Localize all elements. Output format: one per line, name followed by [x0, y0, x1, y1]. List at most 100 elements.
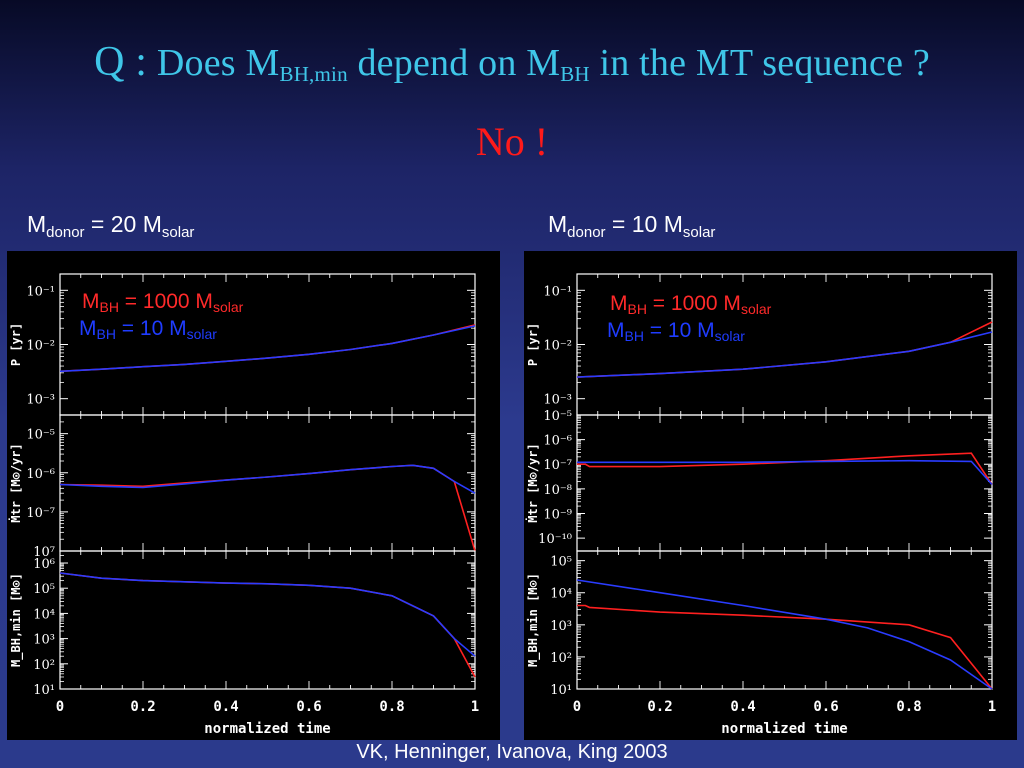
y-tick-label: 10⁻⁵ [543, 409, 572, 424]
title-part-1: Does M [156, 42, 280, 84]
label-mid: = 20 M [84, 211, 162, 237]
slide-title: Q : Does MBH,min depend on MBH in the MT… [0, 38, 1024, 87]
y-tick-label: 10⁻¹ [26, 284, 55, 299]
x-axis-label: normalized time [204, 721, 330, 737]
y-tick-label: 10⁻⁵ [26, 428, 55, 443]
x-tick-label: 1 [988, 699, 996, 715]
y-axis-label: Ṁtr [M⊙/yr] [525, 443, 540, 522]
x-tick-label: 1 [471, 699, 479, 715]
y-axis-label: M_BH,min [M⊙] [526, 573, 541, 667]
y-tick-label: 10² [33, 658, 55, 673]
left-chart-panel: 10⁻¹ 10⁻² 10⁻³ P [yr] 10⁻⁵ 10⁻⁶ 10⁻⁷ 10⁷ Ṁtr [M⊙… [7, 251, 500, 740]
x-tick-label: 0 [56, 699, 64, 715]
subplot-frame [576, 550, 993, 690]
title-sub-1: BH,min [279, 62, 348, 86]
legend-sub: BH [99, 299, 119, 315]
y-tick-label: 10⁻³ [543, 393, 572, 408]
legend-sub: BH [627, 301, 647, 317]
right-legend-red: MBH = 1000 Msolar [610, 292, 771, 317]
y-tick-label: 10⁶ [33, 557, 55, 572]
y-tick-label: 10³ [33, 633, 55, 648]
y-tick-label: 10⁻² [543, 339, 572, 354]
title-sub-2: BH [560, 62, 590, 86]
x-tick-label: 0.4 [213, 699, 238, 715]
subplot-frame [59, 414, 476, 552]
y-tick-label: 10⁻⁹ [543, 507, 572, 522]
right-panel-label: Mdonor = 10 Msolar [548, 211, 715, 241]
legend-unit: solar [212, 299, 244, 315]
legend-sub: BH [96, 326, 116, 342]
y-axis-label: P [yr] [526, 323, 540, 366]
x-tick-label: 0.2 [647, 699, 672, 715]
x-tick-label: 0.6 [813, 699, 838, 715]
y-tick-label: 10⁻³ [26, 393, 55, 408]
left-chart-svg: 10⁻¹ 10⁻² 10⁻³ P [yr] 10⁻⁵ 10⁻⁶ 10⁻⁷ 10⁷ Ṁtr [M⊙… [8, 273, 479, 737]
legend-sub: BH [624, 328, 644, 344]
blue-series-line [59, 325, 476, 373]
y-tick-label: 10⁴ [550, 587, 572, 602]
legend-val: = 10 M [115, 317, 187, 340]
blue-series-line [576, 331, 993, 378]
y-tick-label: 10³ [550, 619, 572, 634]
legend-m: M [610, 292, 628, 315]
legend-val: = 1000 M [646, 292, 741, 315]
y-tick-label: 10⁻⁷ [543, 458, 572, 473]
right-chart-panel: 10⁻¹ 10⁻² 10⁻³ P [yr] 10⁻⁵ 10⁻⁶ 10⁻⁷ 10⁻⁸ 10⁻⁹ 10… [524, 251, 1017, 740]
label-sub: donor [46, 224, 85, 241]
answer-text: No ! [475, 119, 549, 164]
legend-m: M [607, 319, 625, 342]
y-tick-label: 10⁻⁶ [543, 434, 572, 449]
x-tick-label: 0.4 [730, 699, 755, 715]
legend-val: = 10 M [643, 319, 715, 342]
legend-m: M [79, 317, 97, 340]
red-series-line [577, 604, 993, 690]
legend-m: M [82, 290, 100, 313]
credit-text: VK, Henninger, Ivanova, King 2003 [356, 741, 668, 763]
legend-unit: solar [186, 326, 217, 342]
y-tick-label: 10⁵ [33, 582, 55, 597]
left-panel-label: Mdonor = 20 Msolar [27, 211, 194, 241]
red-series-line [59, 572, 476, 678]
y-axis-label: Ṁtr [M⊙/yr] [8, 443, 23, 522]
y-tick-label: 10⁻⁷ [26, 506, 55, 521]
title-part-3: in the MT sequence ? [589, 42, 930, 84]
right-chart-svg: 10⁻¹10⁻²10⁻³P [yr]10⁻⁵10⁻⁶10⁻⁷10⁻⁸10⁻⁹10… [525, 273, 996, 737]
red-series-line [577, 452, 993, 485]
y-tick-label: 10⁻² [26, 339, 55, 354]
label-m: M [548, 211, 568, 237]
y-axis-label: M_BH,min [M⊙] [9, 573, 24, 667]
label-sub: donor [567, 224, 606, 241]
subplot-frame [59, 550, 476, 690]
y-tick-label: 10¹ [33, 683, 55, 698]
y-tick-label: 10⁻⁸ [543, 483, 572, 498]
legend-val: = 1000 M [118, 290, 213, 313]
x-tick-label: 0 [573, 699, 581, 715]
right-legend-blue: MBH = 10 Msolar [607, 319, 745, 344]
label-sub2: solar [161, 224, 195, 241]
label-mid: = 10 M [605, 211, 683, 237]
y-tick-label: 10¹ [550, 683, 572, 698]
y-tick-label: 10⁷ [33, 545, 55, 560]
y-tick-label: 10⁴ [33, 607, 55, 622]
title-part-2: depend on M [347, 42, 561, 84]
blue-series-line [577, 459, 993, 486]
x-tick-label: 0.6 [296, 699, 321, 715]
x-tick-label: 0.2 [130, 699, 155, 715]
left-legend-red: MBH = 1000 Msolar [82, 290, 243, 315]
y-tick-label: 10⁵ [550, 555, 572, 570]
x-tick-label: 0.8 [379, 699, 404, 715]
y-tick-label: 10⁻⁶ [26, 467, 55, 482]
label-sub2: solar [682, 224, 716, 241]
y-tick-label: 10⁻¹ [543, 284, 572, 299]
x-axis-label: normalized time [721, 721, 847, 737]
legend-unit: solar [740, 301, 772, 317]
label-m: M [27, 211, 47, 237]
subplot-frame [576, 414, 993, 552]
blue-series-line [59, 464, 476, 494]
blue-series-line [59, 572, 476, 657]
y-tick-label: 10⁻¹⁰ [538, 532, 572, 547]
y-tick-label: 10² [550, 651, 572, 666]
red-series-line [59, 464, 476, 552]
left-legend-blue: MBH = 10 Msolar [79, 317, 217, 342]
legend-unit: solar [714, 328, 745, 344]
